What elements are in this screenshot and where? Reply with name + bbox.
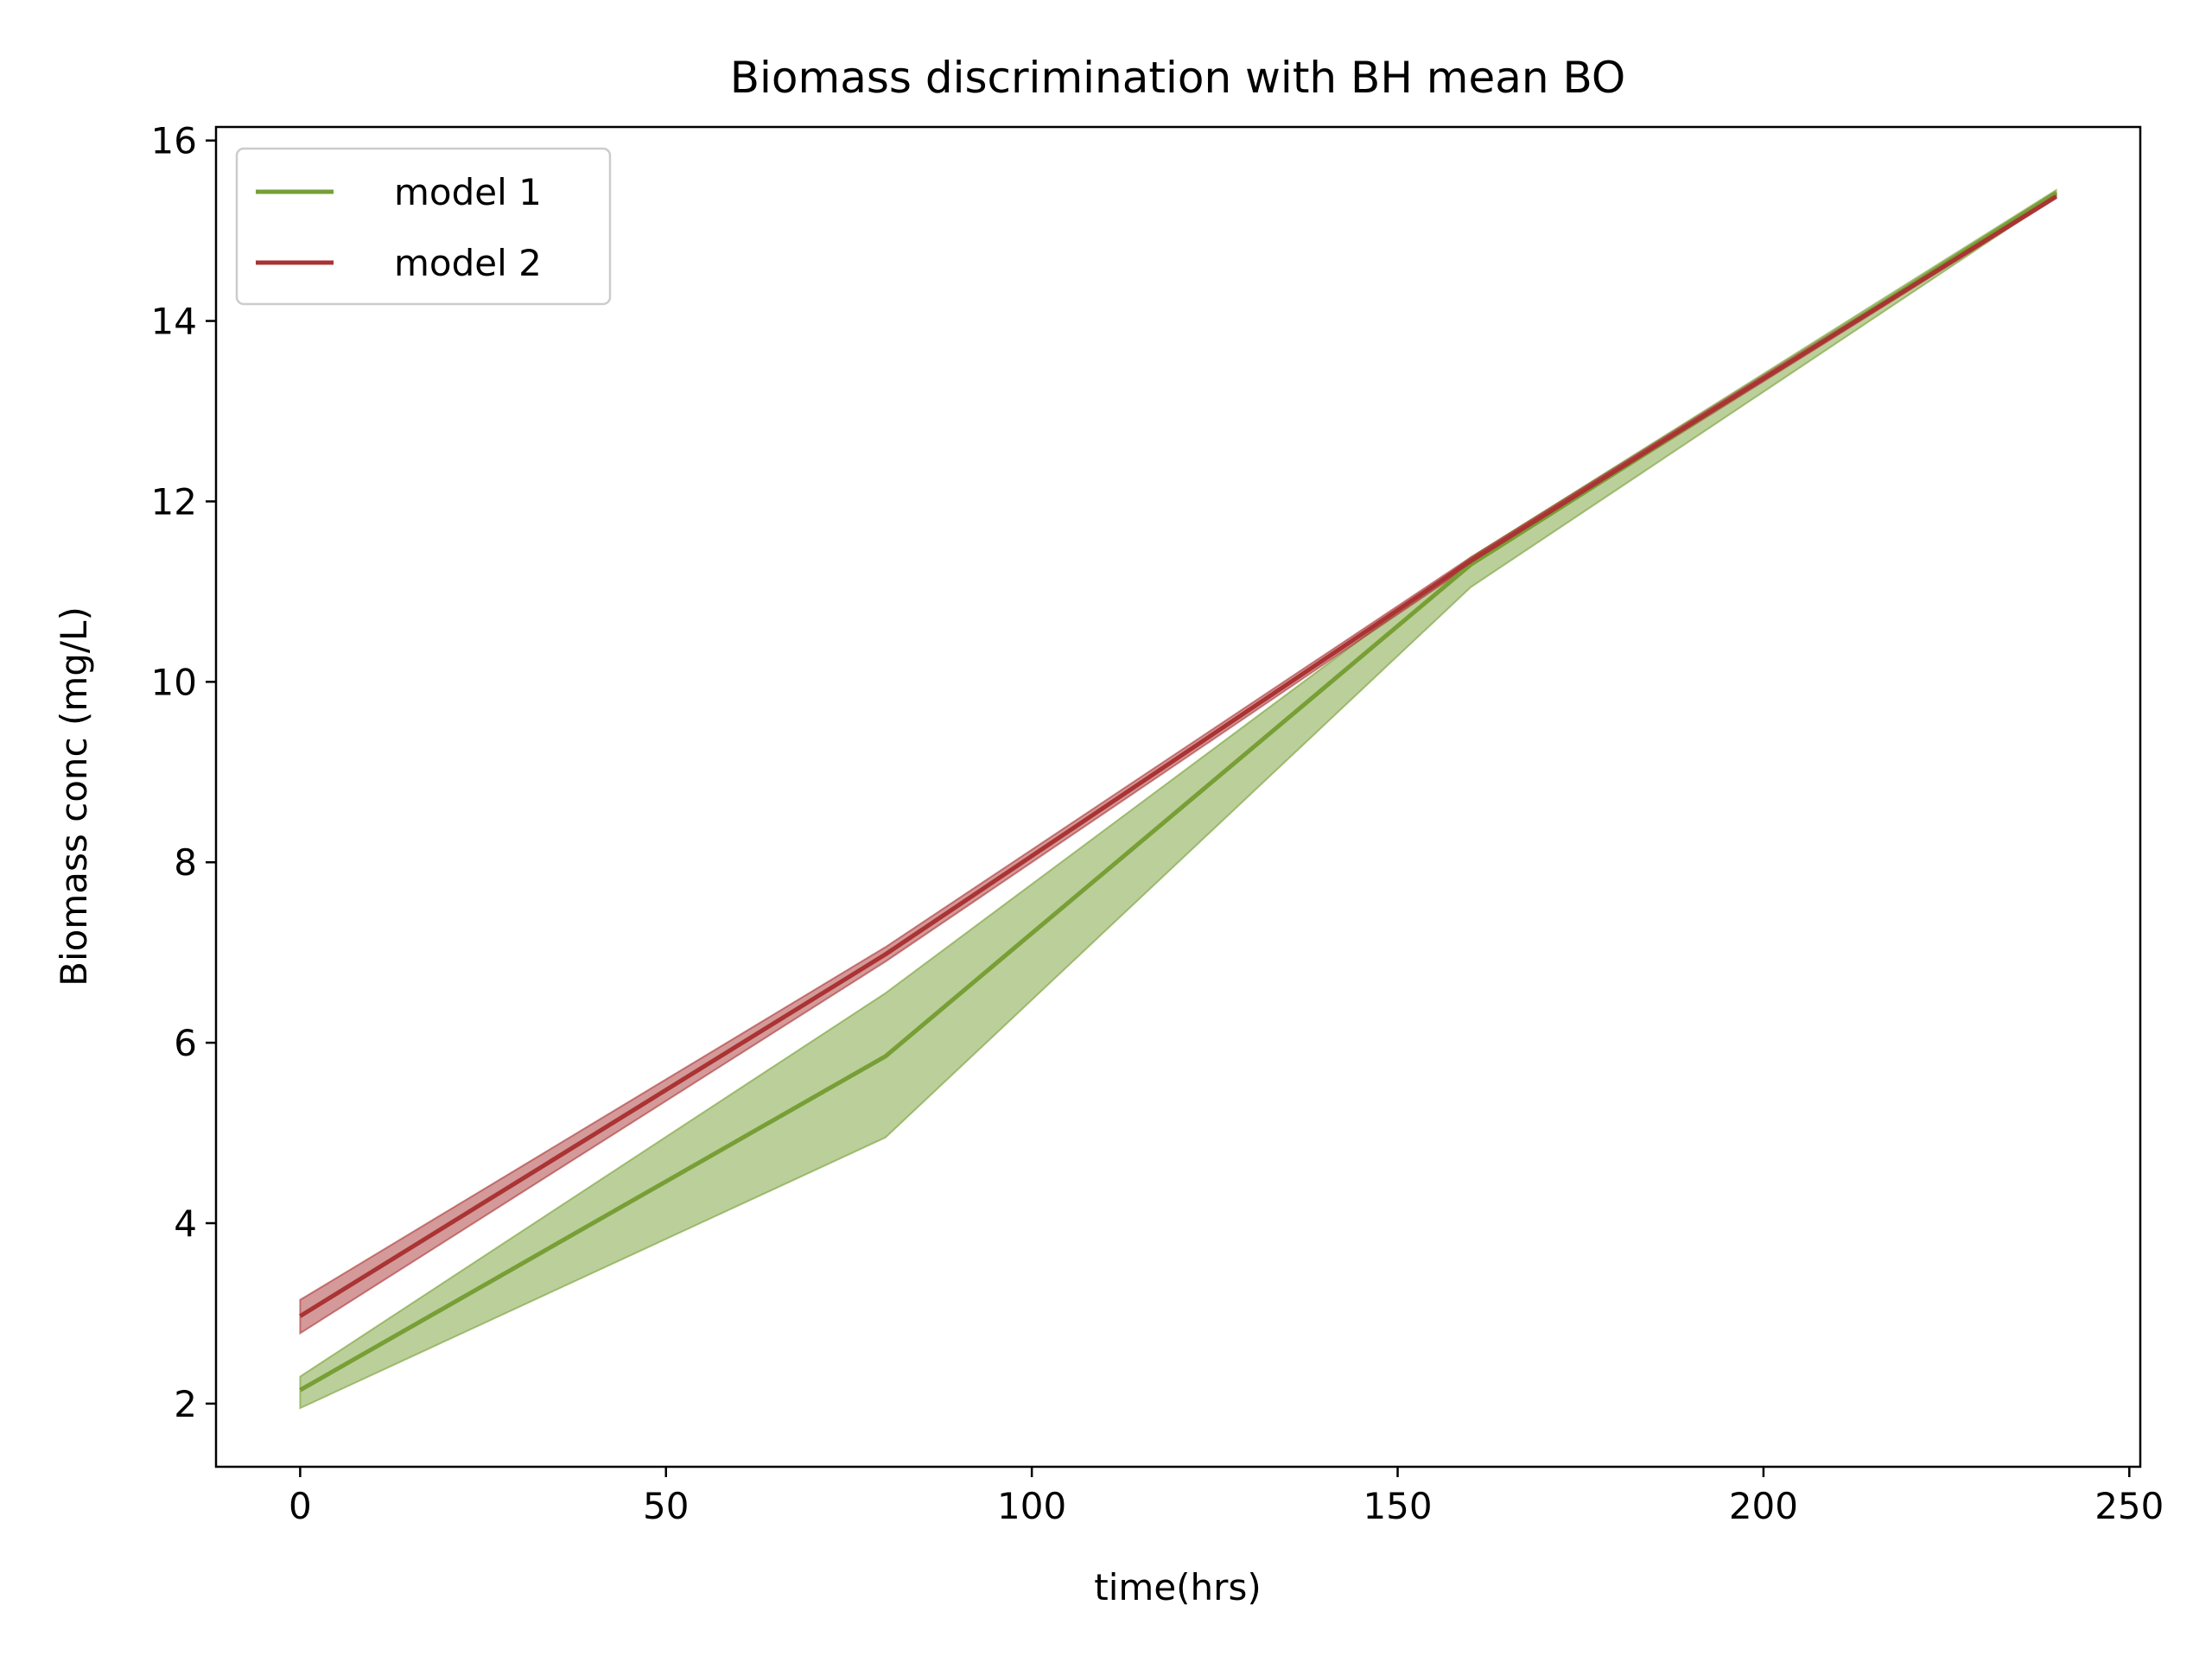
- legend-box: [235, 147, 612, 306]
- y-tick-label: 2: [174, 1383, 197, 1425]
- y-tick-label: 12: [151, 480, 197, 523]
- y-tick-label: 8: [174, 841, 197, 884]
- x-tick-label: 150: [1363, 1485, 1432, 1527]
- line-series-2: [299, 194, 2057, 1318]
- x-tick-label: 200: [1729, 1485, 1798, 1527]
- y-tick-label: 6: [174, 1022, 197, 1064]
- x-tick-label: 100: [997, 1485, 1066, 1527]
- chart-title: Biomass discrimination with BH mean BO: [730, 53, 1626, 103]
- y-axis-label: Biomass conc (mg/L): [53, 606, 95, 986]
- x-tick-label: 250: [2094, 1485, 2164, 1527]
- legend-label-2: model 2: [394, 242, 542, 284]
- series-lines: [299, 191, 2057, 1392]
- x-axis-label: time(hrs): [1094, 1566, 1261, 1608]
- x-axis-ticks: 0 50 100 150 200 250: [289, 1467, 2164, 1527]
- x-tick-label: 50: [643, 1485, 689, 1527]
- y-axis-ticks: 2 4 6 8 10 12 14 16: [151, 120, 216, 1425]
- legend-label-1: model 1: [394, 171, 542, 213]
- y-tick-label: 14: [151, 301, 197, 343]
- y-tick-label: 4: [174, 1202, 197, 1245]
- legend: model 1 model 2: [235, 147, 612, 306]
- plot-area-frame: [214, 125, 2142, 1469]
- x-tick-label: 0: [289, 1485, 312, 1527]
- y-tick-label: 16: [151, 120, 197, 162]
- y-tick-label: 10: [151, 661, 197, 703]
